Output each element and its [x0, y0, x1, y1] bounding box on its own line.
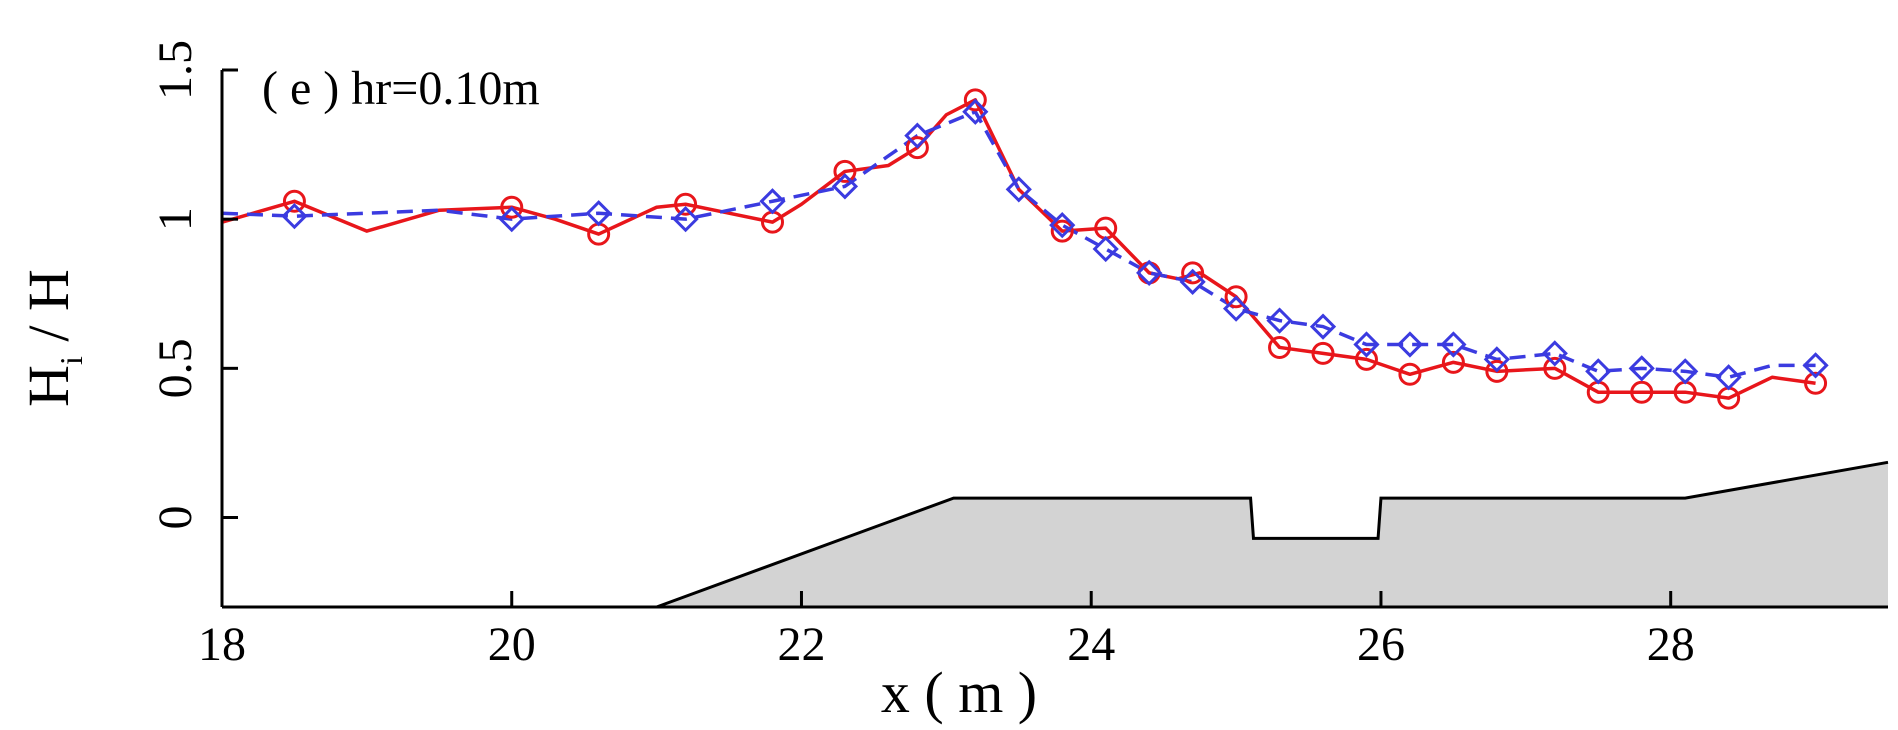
diamond-marker — [1396, 331, 1424, 358]
diamond-marker — [1802, 352, 1829, 379]
diamond-marker — [1222, 295, 1250, 322]
circle-marker — [1181, 261, 1205, 285]
circle-marker — [1398, 362, 1422, 386]
terrain-outline — [656, 460, 1889, 609]
y-axis-title-sub: i — [53, 356, 89, 365]
circle-marker — [1630, 380, 1654, 404]
diamond-marker — [281, 203, 308, 230]
circle-marker — [1050, 219, 1074, 243]
circle-marker — [282, 189, 306, 213]
circle-marker — [1441, 350, 1465, 374]
diamond-marker — [1483, 346, 1510, 373]
y-axis-title: Hi / H — [16, 269, 89, 407]
x-axis-title: x ( m ) — [881, 660, 1037, 725]
y-ticks: 0 0.5 1 1.5 — [149, 40, 238, 530]
marker-layer — [281, 88, 1829, 410]
circle-marker — [1311, 341, 1335, 365]
x-tick-label: 20 — [488, 618, 536, 671]
diamond-marker — [962, 98, 989, 125]
circle-marker — [905, 136, 929, 160]
diamond-marker — [1440, 331, 1467, 358]
diamond-marker — [1266, 307, 1293, 334]
circle-marker — [500, 195, 524, 219]
y-tick-label: 0 — [149, 506, 202, 530]
diamond-marker — [1541, 340, 1568, 367]
y-axis-title-main: H — [16, 365, 81, 407]
diamond-marker — [1585, 358, 1612, 385]
circle-marker — [1543, 356, 1567, 380]
y-axis-title-rest: / H — [16, 269, 81, 356]
diamond-marker — [1179, 268, 1206, 295]
circle-marker — [1354, 347, 1378, 371]
series-line-0 — [221, 98, 1816, 400]
x-tick-label: 18 — [198, 618, 246, 671]
terrain-fill — [656, 462, 1889, 607]
x-tick-label: 28 — [1647, 618, 1695, 671]
diamond-marker — [1353, 331, 1380, 358]
circle-marker — [1485, 359, 1509, 383]
svg-text:Hi / H: Hi / H — [16, 269, 89, 407]
x-ticks: 18 20 22 24 26 28 — [198, 591, 1695, 671]
diamond-marker — [1136, 259, 1163, 286]
diamond-marker — [759, 188, 786, 215]
circle-marker — [1224, 285, 1248, 309]
circle-marker — [1804, 371, 1828, 395]
circle-marker — [833, 159, 857, 183]
y-tick-label: 0.5 — [149, 338, 202, 398]
circle-marker — [963, 88, 987, 112]
circle-marker — [1268, 335, 1292, 359]
diamond-marker — [1309, 313, 1337, 340]
diamond-marker — [1715, 364, 1742, 391]
series-line-1 — [221, 110, 1816, 380]
diamond-marker — [672, 206, 699, 233]
diamond-marker — [1672, 358, 1699, 385]
terrain-layer — [656, 460, 1889, 609]
diamond-marker — [498, 206, 525, 233]
circle-marker — [674, 192, 698, 216]
y-tick-label: 1 — [149, 207, 202, 231]
diamond-marker — [1092, 235, 1119, 263]
x-tick-label: 24 — [1067, 618, 1115, 671]
y-tick-label: 1.5 — [149, 40, 202, 100]
diamond-marker — [831, 173, 859, 200]
diamond-marker — [904, 122, 931, 149]
diamond-marker — [585, 200, 612, 227]
diamond-marker — [1049, 212, 1076, 239]
x-tick-label: 26 — [1357, 618, 1405, 671]
series-layer — [221, 98, 1816, 400]
diamond-marker — [1628, 355, 1655, 382]
diamond-marker — [1005, 176, 1032, 203]
x-tick-label: 22 — [777, 618, 825, 671]
panel-annotation: ( e ) hr=0.10m — [262, 62, 540, 115]
